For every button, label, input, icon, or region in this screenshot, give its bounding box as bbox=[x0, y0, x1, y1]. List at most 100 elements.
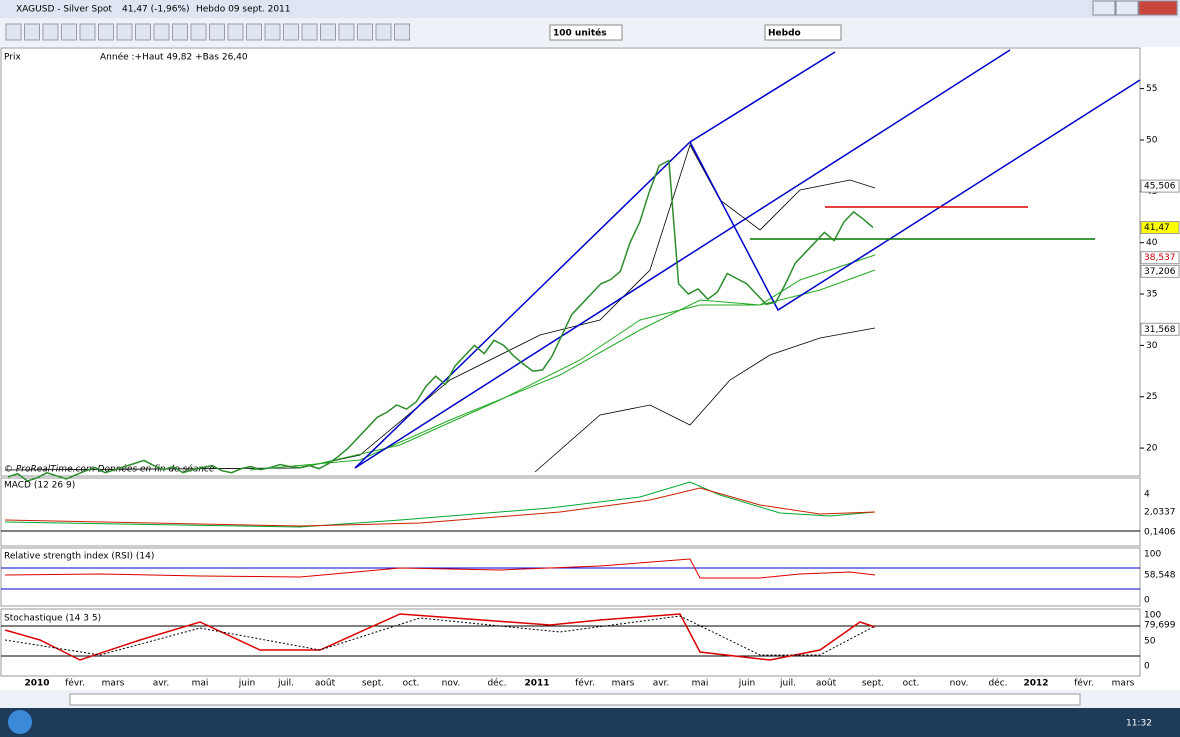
tool-button[interactable] bbox=[264, 23, 281, 41]
moving-average-mid bbox=[299, 254, 876, 469]
time-label: avr. bbox=[153, 679, 170, 689]
time-label: févr. bbox=[1074, 678, 1094, 689]
time-label: mars bbox=[1112, 679, 1135, 689]
scrollbar[interactable] bbox=[69, 693, 1081, 706]
time-label: juin bbox=[738, 679, 755, 689]
pitchfork-lower bbox=[689, 79, 1141, 312]
y-tick-label: 25 bbox=[1146, 392, 1157, 402]
bollinger-upper bbox=[4, 143, 876, 471]
tool-button[interactable] bbox=[116, 23, 133, 41]
start-button[interactable] bbox=[8, 710, 32, 734]
y-tick-label: 35 bbox=[1146, 290, 1157, 300]
price-panel bbox=[0, 47, 1141, 477]
tool-button[interactable] bbox=[246, 23, 262, 41]
tool-buttons bbox=[5, 23, 410, 41]
stoch-axis-top: 100 bbox=[1144, 611, 1161, 621]
time-label: 2011 bbox=[524, 679, 549, 689]
y-tick-label: 30 bbox=[1146, 341, 1158, 351]
tool-button[interactable] bbox=[172, 23, 188, 41]
y-tick-label: 40 bbox=[1146, 238, 1158, 248]
overlays bbox=[4, 49, 1141, 473]
time-label: août bbox=[816, 679, 837, 689]
window-change: 41,47 (-1,96%) bbox=[122, 5, 190, 15]
taskbar bbox=[0, 708, 1180, 737]
tool-button[interactable] bbox=[42, 23, 59, 41]
macd-hist-value: 0,1406 bbox=[1144, 528, 1176, 538]
tool-button[interactable] bbox=[394, 23, 410, 41]
time-label: févr. bbox=[65, 678, 85, 689]
tool-button[interactable] bbox=[320, 23, 336, 41]
time-label: mars bbox=[102, 679, 125, 689]
time-axis: 2010 févr. mars avr. mai juin juil. août sept. oc… bbox=[24, 678, 1134, 689]
price-plot: 202530354045505545,50641,4738,53737,2063… bbox=[7, 84, 1180, 482]
pitchfork-median bbox=[354, 49, 1011, 469]
units-value: 100 unités bbox=[553, 28, 607, 39]
price-marker-label: 45,506 bbox=[1144, 182, 1176, 192]
tool-button[interactable] bbox=[61, 23, 77, 41]
y-tick-label: 50 bbox=[1146, 135, 1158, 145]
time-label: 2012 bbox=[1023, 679, 1048, 689]
macd-axis-top: 4 bbox=[1144, 490, 1150, 500]
time-label: juin bbox=[238, 679, 255, 689]
tool-button[interactable] bbox=[375, 23, 392, 41]
price-marker-box bbox=[1140, 251, 1180, 265]
y-tick-label: 20 bbox=[1146, 444, 1158, 454]
stoch-label: Stochastique (14 3 5) bbox=[4, 614, 101, 624]
maximize-button[interactable] bbox=[1115, 0, 1139, 16]
clock: 11:32 bbox=[1126, 719, 1152, 729]
tool-button[interactable] bbox=[190, 23, 207, 41]
time-label: févr. bbox=[575, 678, 595, 689]
price-marker-box bbox=[1140, 322, 1180, 336]
price-marker-box bbox=[1140, 264, 1180, 278]
price-marker-label: 38,537 bbox=[1144, 253, 1176, 263]
tool-button[interactable] bbox=[209, 23, 225, 41]
stoch-axis-mid: 50 bbox=[1144, 637, 1156, 647]
tool-button[interactable] bbox=[135, 23, 151, 41]
rsi-panel bbox=[0, 547, 1141, 607]
tool-button[interactable] bbox=[5, 23, 22, 41]
price-marker-label: 31,568 bbox=[1144, 325, 1176, 335]
time-label: mai bbox=[192, 679, 209, 689]
macd-value: 2,0337 bbox=[1144, 508, 1176, 518]
stoch-panel bbox=[0, 608, 1141, 677]
tool-button[interactable] bbox=[301, 23, 318, 41]
macd-panel bbox=[0, 477, 1141, 547]
units-select[interactable] bbox=[549, 24, 623, 41]
moving-average-long bbox=[249, 269, 876, 471]
y-tick-label: 55 bbox=[1146, 84, 1157, 94]
time-label: mai bbox=[692, 679, 709, 689]
time-label: juil. bbox=[277, 679, 294, 689]
time-label: juil. bbox=[779, 679, 796, 689]
time-label: nov. bbox=[442, 679, 461, 689]
window-title: XAGUSD - Silver Spot bbox=[16, 5, 112, 15]
time-label: déc. bbox=[487, 678, 506, 689]
tool-button[interactable] bbox=[153, 23, 170, 41]
time-label: oct. bbox=[403, 679, 420, 689]
rsi-axis-bottom: 0 bbox=[1144, 596, 1150, 606]
price-marker-box bbox=[1140, 221, 1180, 235]
bollinger-lower bbox=[534, 327, 876, 473]
tool-button[interactable] bbox=[338, 23, 355, 41]
interval-select[interactable] bbox=[764, 24, 842, 41]
tool-button[interactable] bbox=[227, 23, 244, 41]
window-period: Hebdo 09 sept. 2011 bbox=[196, 5, 291, 15]
tool-button[interactable] bbox=[357, 23, 373, 41]
price-info: Année :+Haut 49,82 +Bas 26,40 bbox=[100, 52, 248, 63]
time-label: 2010 bbox=[24, 679, 49, 689]
tool-button[interactable] bbox=[79, 23, 96, 41]
close-line bbox=[7, 159, 874, 482]
tool-button[interactable] bbox=[24, 23, 40, 41]
close-button[interactable] bbox=[1138, 0, 1178, 16]
stoch-value: 79,699 bbox=[1144, 621, 1176, 631]
macd-line bbox=[4, 481, 876, 528]
minimize-button[interactable] bbox=[1092, 0, 1116, 16]
time-label: nov. bbox=[950, 679, 969, 689]
tool-button[interactable] bbox=[98, 23, 114, 41]
time-label: août bbox=[315, 679, 336, 689]
price-marker-label: 37,206 bbox=[1144, 267, 1176, 277]
macd-lines bbox=[1, 481, 1140, 532]
tool-button[interactable] bbox=[283, 23, 299, 41]
stoch-axis-bottom: 0 bbox=[1144, 662, 1150, 672]
